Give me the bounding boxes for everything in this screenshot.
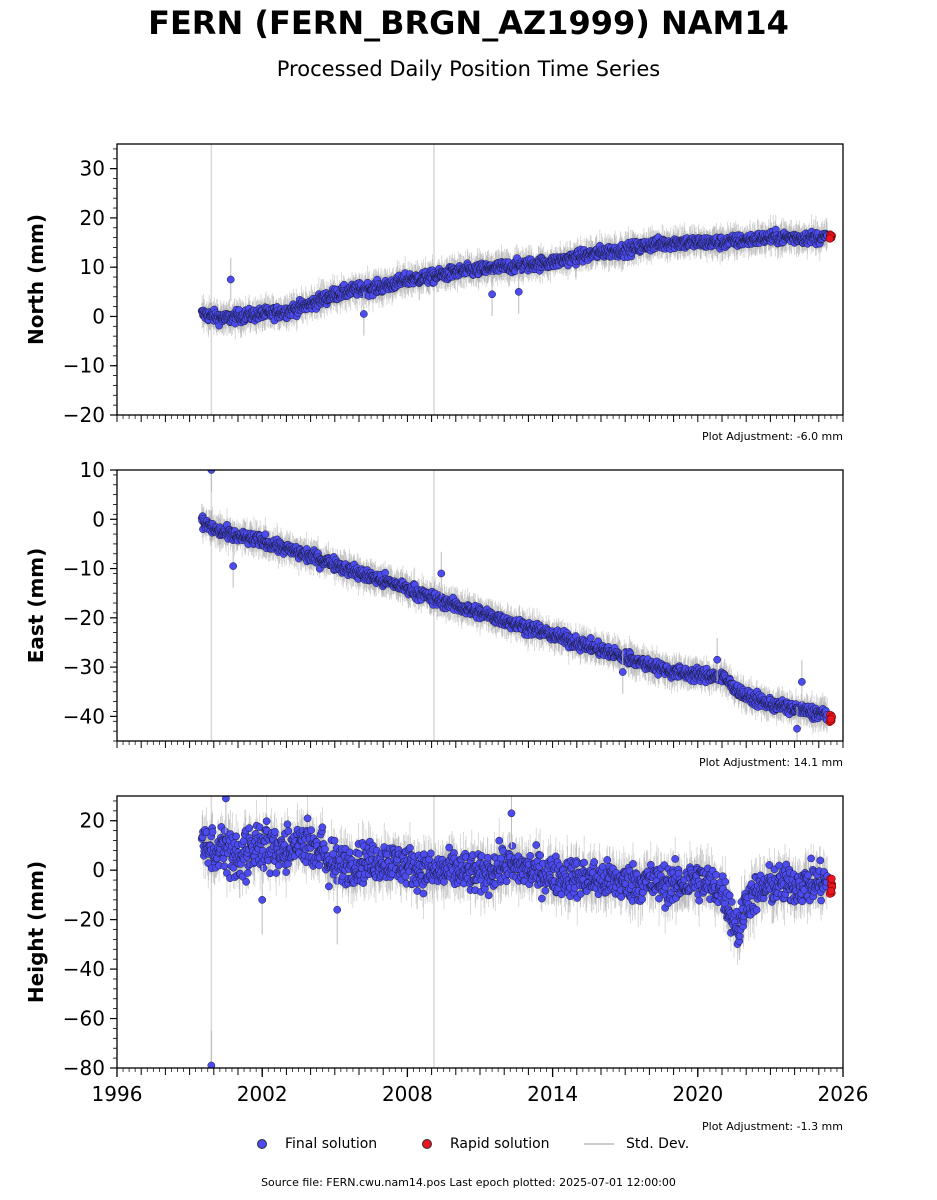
final-solution-point [226,275,235,284]
final-solution-point [381,568,389,577]
chart-title: FERN (FERN_BRGN_AZ1999) NAM14 [148,4,789,42]
y-tick-label: 20 [80,206,105,230]
y-axis-label: North (mm) [24,214,48,345]
y-tick-label: −20 [63,403,105,427]
y-tick-label: 30 [80,157,105,181]
rapid-solution-point [825,234,834,243]
y-tick-label: 0 [92,304,105,328]
y-tick-label: 10 [80,255,105,279]
y-tick-label: −10 [63,354,105,378]
final-solution-point [488,290,496,299]
final-solution-point [514,287,523,296]
panel-north: 30 20 10 0 −10 −20 North (mm) Plot Adjustment: … [24,143,844,443]
plot-area [197,144,836,415]
plot-area [197,470,836,741]
plot-adjustment-note: Plot Adjustment: -6.0 mm [702,430,843,443]
final-solution-point [359,310,368,318]
final-solution-point [261,530,270,539]
chart-subtitle: Processed Daily Position Time Series [276,57,661,81]
